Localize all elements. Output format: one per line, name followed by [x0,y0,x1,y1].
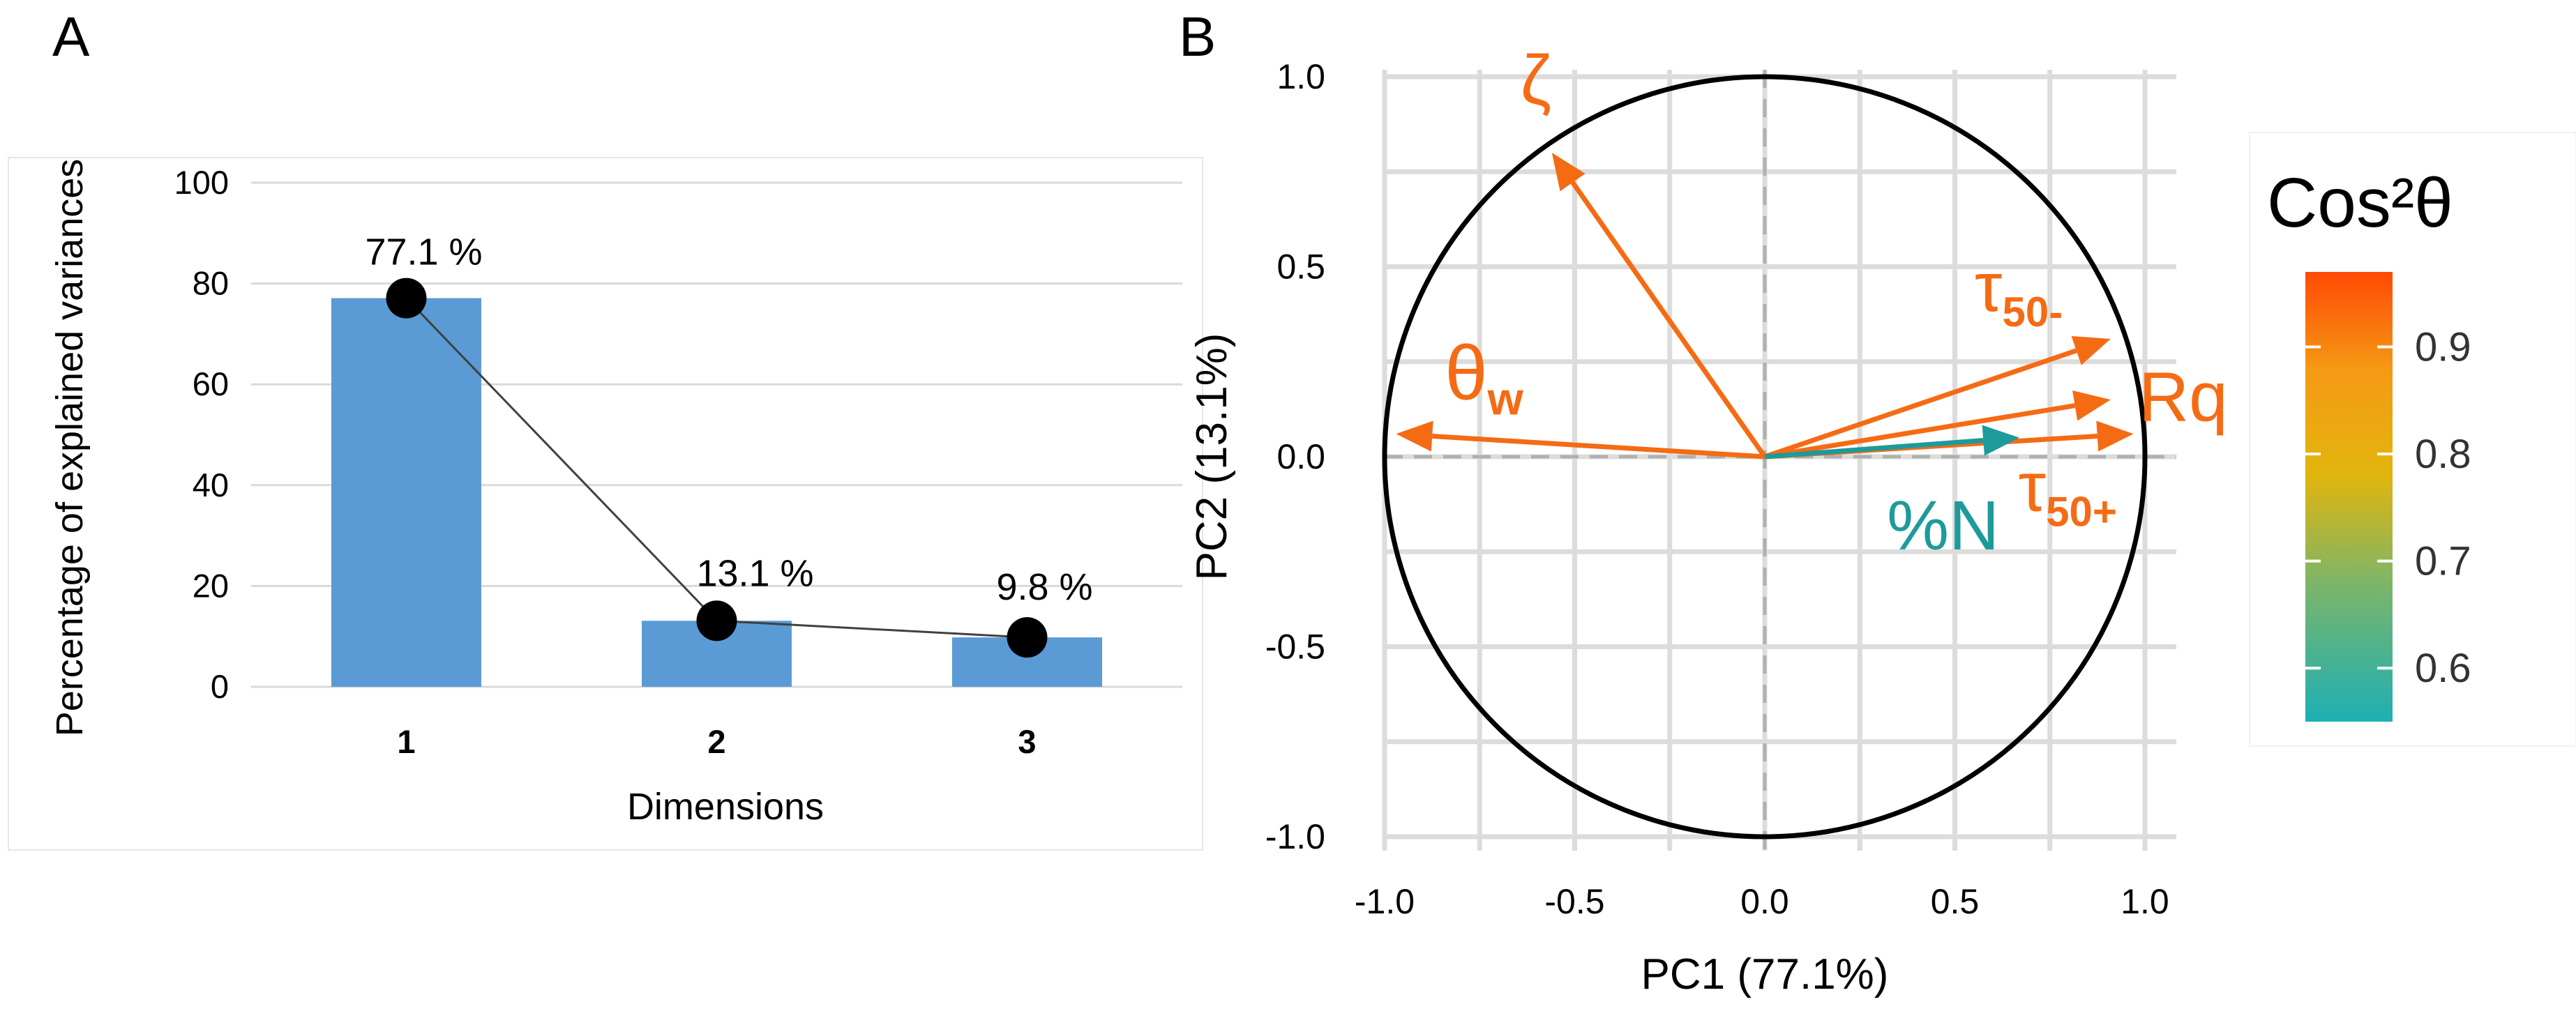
panel-b-label: B [1179,6,1216,68]
legend-tick-label: 0.6 [2415,646,2471,691]
panel-b-y-tick-label: -0.5 [1265,628,1325,667]
vector-label: Rq [2139,358,2228,436]
vector-line [1763,348,2077,459]
panel-a-category-label: 1 [397,723,415,760]
panel-a-frame [8,157,1203,851]
panel-a-x-axis-title: Dimensions [627,786,824,828]
vector-label: τ50+ [2019,448,2117,535]
panel-b-y-tick-label: -1.0 [1265,817,1325,856]
panel-a-data-label: 13.1 % [696,552,813,594]
panel-a-category-label: 2 [707,723,725,760]
panel-a-point-marker [386,278,427,319]
panel-b-x-tick-label: 0.0 [1740,882,1789,921]
panel-b-x-axis-title: PC1 (77.1%) [1641,950,1889,998]
cos2-legend: Cos²θ 0.6 0.7 0.8 0.9 [2249,132,2576,747]
panel-b-y-tick-label: 1.0 [1276,57,1325,96]
unit-circle [1382,74,2148,840]
vector-label: %N [1887,487,1999,565]
vector-line [1764,438,1984,459]
panel-a-y-tick-label: 20 [193,567,229,604]
panel-b-y-tick-label: 0.0 [1276,437,1325,476]
panel-a-label: A [52,6,90,68]
panel-b-y-axis-title: PC2 (13.1%) [1188,333,1236,581]
pca-correlation-circle: ζ θw τ50- Rq τ50+ %N -1.0 -0.5 0.0 0.5 1.0 -1.0 -0… [1188,41,2228,998]
vector-arrowhead [1396,420,1433,452]
panel-b-x-tick-label: 1.0 [2121,882,2169,921]
bar-dimension-1 [331,298,481,687]
panel-a-y-tick-label: 100 [174,164,229,201]
panel-b-y-tick-label: 0.5 [1276,248,1325,287]
vector-arrowhead [1551,153,1585,192]
legend-tick-label: 0.9 [2415,325,2471,370]
vector-label: θw [1445,330,1523,424]
vector-label: τ50- [1975,248,2063,335]
panel-a-y-tick-label: 60 [193,365,229,402]
vector-line [1764,403,2076,459]
vector-line [1570,181,1767,459]
panel-a-y-axis-title: Percentage of explained variances [49,159,91,737]
legend-color-bar [2305,272,2393,722]
panel-b-x-tick-label: 0.5 [1931,882,1980,921]
panel-a-point-marker [696,600,737,641]
vector-arrowhead [2096,420,2134,452]
vector-line [1432,434,1765,459]
legend-tick-label: 0.7 [2415,539,2471,584]
vector-arrowhead [1982,425,2020,456]
vector-label: ζ [1521,41,1551,119]
legend-title: Cos²θ [2267,164,2453,242]
panel-a-data-label: 77.1 % [365,231,482,273]
panel-b-x-tick-label: -0.5 [1544,882,1604,921]
panel-a-y-tick-label: 0 [211,668,229,705]
panel-a-category-label: 3 [1018,723,1036,760]
panel-a-data-label: 9.8 % [996,566,1092,608]
panel-a-y-tick-label: 80 [193,265,229,302]
legend-background [2249,132,2576,747]
panel-b-x-tick-label: -1.0 [1355,882,1415,921]
legend-tick-label: 0.8 [2415,432,2471,477]
scree-bar-chart: 0 20 40 60 80 100 1 2 3 77.1 % 13.1 % 9.8 % Dimen… [8,157,1203,851]
panel-a-y-tick-label: 40 [193,466,229,503]
vector-arrowhead [2071,335,2111,365]
panel-a-point-marker [1007,617,1048,658]
vector-arrowhead [2072,390,2111,421]
